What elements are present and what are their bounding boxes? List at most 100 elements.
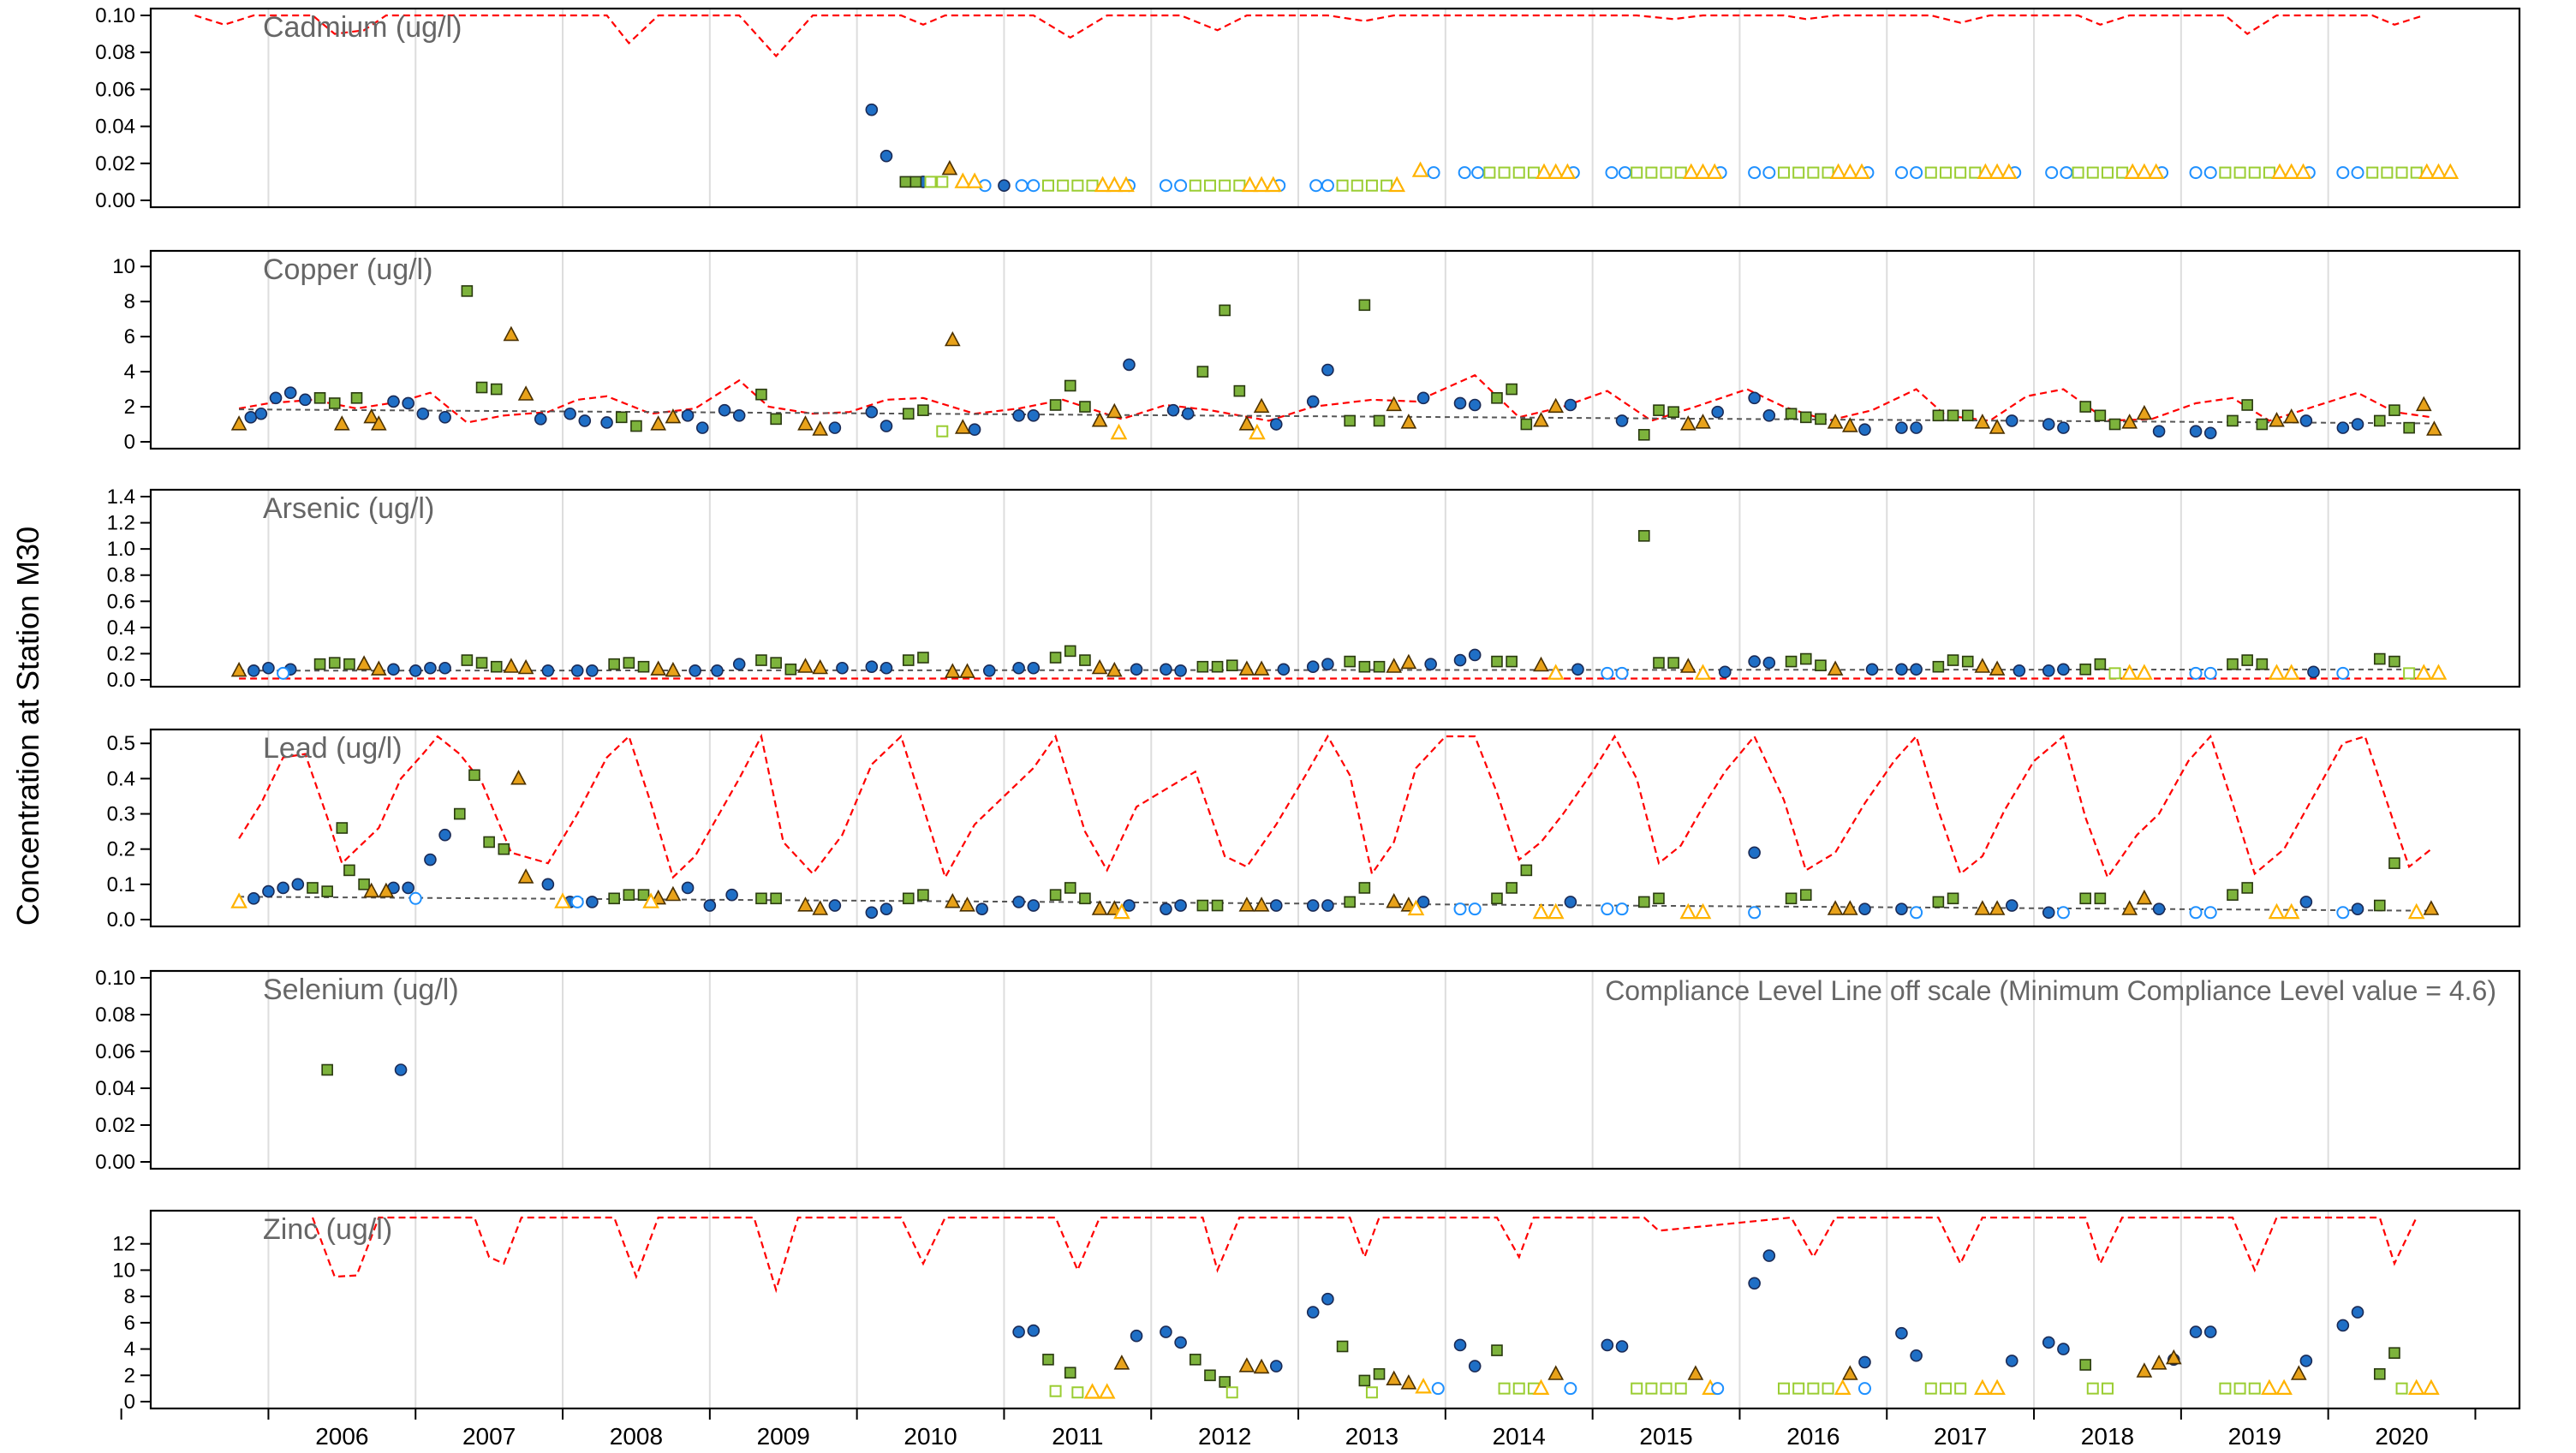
y-tick-label: 1.2 — [107, 512, 135, 535]
data-point-triangle — [1091, 900, 1108, 915]
y-tick-label: 0.3 — [107, 803, 135, 826]
data-point-circle — [1453, 396, 1467, 410]
data-point-square — [307, 882, 319, 894]
y-tick-label: 0.02 — [95, 152, 135, 176]
data-point-circle — [1159, 179, 1172, 193]
data-point-circle — [1564, 1382, 1577, 1396]
data-point-square — [461, 654, 474, 666]
data-point-circle — [1857, 1382, 1871, 1396]
y-tick-label: 0.0 — [107, 908, 135, 932]
trend-line — [239, 668, 2431, 672]
data-point-triangle — [944, 663, 961, 678]
data-point-square — [1358, 660, 1371, 673]
data-point-circle — [1615, 902, 1629, 916]
data-point-square — [1527, 166, 1540, 179]
data-point-square — [917, 404, 929, 416]
data-point-circle — [1748, 1277, 1761, 1290]
data-point-square — [1042, 1354, 1054, 1366]
data-point-square — [1344, 414, 1356, 427]
data-point-square — [2373, 1367, 2386, 1380]
data-point-square — [1932, 409, 1945, 422]
data-point-circle — [2042, 664, 2055, 677]
x-tick-label: 2020 — [2375, 1423, 2428, 1450]
data-point-triangle — [2275, 1379, 2293, 1396]
data-point-triangle — [1706, 163, 1724, 179]
data-point-circle — [1027, 408, 1041, 422]
data-point-triangle — [1989, 419, 2006, 434]
data-point-square — [1631, 1382, 1643, 1395]
data-point-circle — [1601, 1338, 1614, 1352]
data-point-square — [2108, 667, 2121, 680]
data-point-circle — [1012, 1325, 1025, 1338]
data-point-circle — [1865, 663, 1879, 676]
data-point-square — [1041, 179, 1054, 192]
data-point-square — [1807, 1382, 1820, 1395]
data-point-circle — [2189, 666, 2203, 680]
data-point-circle — [880, 420, 893, 432]
data-point-circle — [299, 393, 312, 407]
data-point-circle — [865, 906, 879, 920]
data-point-circle — [1858, 902, 1871, 915]
y-tick-label: 12 — [112, 1233, 135, 1256]
data-point-square — [2388, 404, 2400, 416]
data-point-circle — [1858, 1355, 1871, 1369]
data-point-circle — [2042, 1336, 2055, 1349]
data-point-triangle — [2407, 1379, 2425, 1396]
data-point-square — [483, 836, 495, 849]
data-point-circle — [262, 661, 275, 675]
data-point-square — [1822, 166, 1834, 179]
data-point-square — [2094, 892, 2107, 905]
data-point-square — [2219, 166, 2232, 179]
data-point-square — [468, 769, 480, 782]
data-point-circle — [1269, 1360, 1283, 1373]
data-point-square — [1637, 530, 1650, 542]
data-point-circle — [1416, 391, 1430, 405]
data-point-circle — [1321, 363, 1334, 377]
data-point-square — [1961, 655, 1974, 668]
data-point-triangle — [665, 408, 682, 424]
y-tick-label: 0 — [124, 431, 135, 454]
data-point-triangle — [2150, 1355, 2168, 1370]
data-point-square — [1954, 166, 1967, 179]
data-point-circle — [1571, 663, 1584, 676]
data-point-square — [1667, 657, 1679, 669]
data-point-square — [608, 658, 620, 670]
data-point-square — [1086, 179, 1099, 192]
data-point-circle — [865, 660, 879, 674]
data-point-circle — [1895, 902, 1908, 915]
data-point-circle — [732, 408, 746, 422]
data-point-triangle — [944, 892, 961, 908]
data-point-square — [1365, 179, 1378, 192]
data-point-square — [1924, 1382, 1937, 1395]
data-point-circle — [2299, 896, 2313, 908]
data-point-circle — [2203, 426, 2217, 440]
data-point-triangle — [650, 415, 667, 431]
data-point-square — [461, 285, 474, 297]
x-axis: 2006 2007 2008 2009 2010 2011 2012 2013 2014 2015… — [120, 1408, 2477, 1450]
data-point-circle — [586, 896, 599, 908]
data-point-square — [1225, 659, 1238, 671]
data-point-triangle — [1547, 902, 1565, 920]
data-point-circle — [975, 902, 988, 915]
data-point-square — [2101, 166, 2114, 179]
data-point-circle — [1564, 896, 1577, 908]
data-point-square — [1785, 408, 1798, 420]
data-point-square — [2373, 414, 2386, 427]
data-point-square — [1498, 1382, 1511, 1395]
data-point-circle — [2045, 166, 2059, 180]
data-point-square — [2241, 399, 2253, 411]
data-point-triangle — [2136, 404, 2153, 420]
panel-plot-area — [230, 530, 2448, 680]
data-point-square — [1211, 660, 1224, 673]
data-point-triangle — [1238, 896, 1255, 912]
data-point-triangle — [797, 896, 814, 912]
data-point-triangle — [1827, 900, 1844, 915]
y-tick-label: 0 — [124, 1390, 135, 1414]
data-point-square — [490, 383, 503, 396]
data-point-square — [1373, 414, 1386, 427]
data-point-triangle — [2268, 902, 2286, 920]
data-point-circle — [718, 403, 731, 417]
data-point-triangle — [517, 868, 534, 884]
data-point-square — [1667, 406, 1679, 418]
